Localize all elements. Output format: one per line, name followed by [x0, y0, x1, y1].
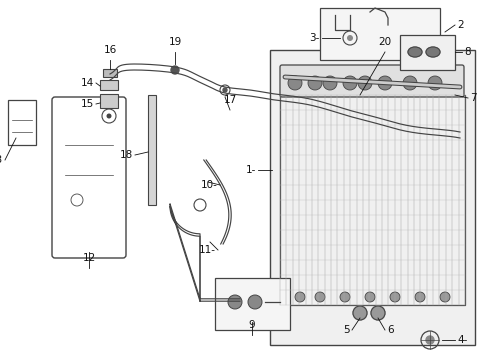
Bar	[100, 94, 118, 108]
Circle shape	[371, 306, 385, 320]
Text: 9: 9	[249, 320, 255, 330]
Text: 14: 14	[81, 78, 94, 88]
Bar	[148, 95, 156, 205]
Ellipse shape	[426, 47, 440, 57]
Bar	[8, 100, 36, 145]
Circle shape	[340, 292, 350, 302]
Text: 1-: 1-	[245, 165, 256, 175]
Bar	[215, 278, 290, 330]
Text: 20: 20	[378, 37, 392, 47]
Bar	[100, 80, 118, 90]
Circle shape	[106, 113, 112, 118]
Circle shape	[426, 336, 434, 344]
Circle shape	[428, 76, 442, 90]
Circle shape	[171, 66, 179, 74]
Text: 12: 12	[82, 253, 96, 263]
Text: 16: 16	[103, 45, 117, 55]
Text: 7: 7	[470, 93, 477, 103]
Circle shape	[308, 76, 322, 90]
Circle shape	[248, 295, 262, 309]
Circle shape	[358, 76, 372, 90]
Circle shape	[288, 76, 302, 90]
Text: 18: 18	[120, 150, 133, 160]
Text: 17: 17	[223, 95, 237, 105]
Bar	[280, 95, 465, 305]
Text: 13: 13	[0, 155, 3, 165]
Text: 6: 6	[387, 325, 393, 335]
Circle shape	[228, 295, 242, 309]
Text: 4-: 4-	[457, 335, 467, 345]
Bar	[270, 50, 475, 345]
Circle shape	[223, 88, 227, 92]
Circle shape	[323, 76, 337, 90]
Circle shape	[353, 306, 367, 320]
Text: 10-: 10-	[201, 180, 218, 190]
Circle shape	[343, 76, 357, 90]
Circle shape	[415, 292, 425, 302]
Circle shape	[440, 292, 450, 302]
Text: 19: 19	[169, 37, 182, 47]
Circle shape	[378, 76, 392, 90]
Circle shape	[295, 292, 305, 302]
Bar	[320, 8, 440, 60]
Bar	[103, 69, 117, 77]
Text: 15: 15	[81, 99, 94, 109]
Text: 11-: 11-	[199, 245, 216, 255]
FancyBboxPatch shape	[280, 65, 464, 97]
Bar	[400, 35, 455, 70]
Circle shape	[390, 292, 400, 302]
Text: 8: 8	[464, 47, 470, 57]
Ellipse shape	[408, 47, 422, 57]
Circle shape	[365, 292, 375, 302]
Circle shape	[315, 292, 325, 302]
Circle shape	[403, 76, 417, 90]
Circle shape	[347, 35, 353, 41]
Text: 2: 2	[457, 20, 464, 30]
Text: 3-: 3-	[310, 33, 320, 43]
Text: 5: 5	[343, 325, 350, 335]
